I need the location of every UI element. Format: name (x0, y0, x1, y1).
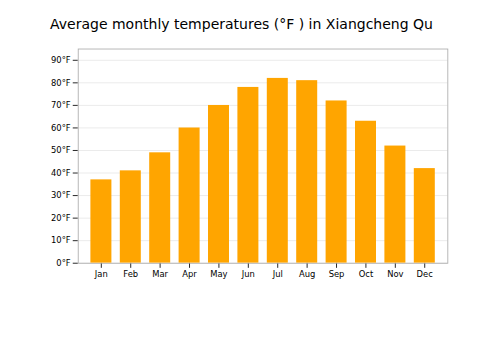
html-text:Average monthly temperatures (: Average monthly temperatures (°F ) in Xi… (50, 16, 433, 32)
svg-text:May: May (210, 269, 227, 279)
svg-text:Dec: Dec (417, 269, 434, 279)
svg-text:10°F: 10°F (51, 235, 71, 245)
svg-text:30°F: 30°F (51, 190, 71, 200)
svg-text:Aug: Aug (299, 269, 315, 279)
svg-text:Jul: Jul (272, 269, 283, 279)
svg-text:60°F: 60°F (51, 123, 71, 133)
svg-text:20°F: 20°F (51, 213, 71, 223)
svg-text:0°F: 0°F (56, 258, 71, 268)
svg-text:50°F: 50°F (51, 145, 71, 155)
svg-text:Oct: Oct (359, 269, 374, 279)
svg-text:Sep: Sep (329, 269, 345, 279)
svg-text:Apr: Apr (182, 269, 197, 279)
svg-text:90°F: 90°F (51, 55, 71, 65)
svg-text:Jun: Jun (241, 269, 255, 279)
svg-text:Mar: Mar (152, 269, 168, 279)
svg-text:70°F: 70°F (51, 100, 71, 110)
svg-text:Feb: Feb (123, 269, 138, 279)
svg-text:Nov: Nov (387, 269, 403, 279)
svg-text:80°F: 80°F (51, 78, 71, 88)
svg-text:Jan: Jan (94, 269, 108, 279)
svg-text:40°F: 40°F (51, 168, 71, 178)
